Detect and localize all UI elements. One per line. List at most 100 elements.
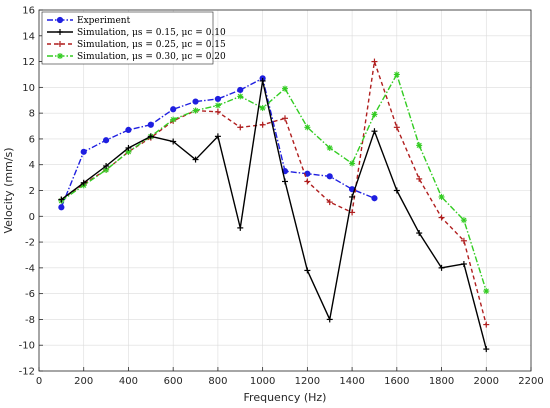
y-tick-label: 0 [29, 212, 35, 223]
data-point [326, 144, 333, 151]
data-point [125, 126, 132, 134]
y-tick-label: -8 [25, 315, 35, 326]
y-tick-label: -2 [25, 238, 35, 249]
data-point-stroke [103, 167, 109, 173]
data-point [282, 178, 288, 185]
y-tick-label: 2 [29, 186, 35, 197]
legend-entry: Simulation, μs = 0.25, μc = 0.15 [47, 40, 226, 50]
legend-entry: Experiment [47, 16, 131, 26]
x-tick-label: 0 [36, 376, 42, 387]
data-point-stroke [260, 105, 266, 111]
data-point-stroke [304, 124, 310, 130]
x-axis-label: Frequency (Hz) [244, 391, 327, 404]
y-tick-label: -10 [19, 341, 35, 352]
data-point [326, 173, 333, 180]
data-point-stroke [282, 86, 288, 92]
x-tick-label: 2200 [518, 376, 543, 387]
data-point [125, 144, 132, 151]
x-tick-label: 200 [74, 376, 93, 387]
data-point [349, 193, 356, 200]
data-point [393, 124, 400, 131]
data-point-stroke [237, 93, 243, 99]
data-point [282, 115, 288, 122]
data-point [237, 124, 244, 131]
legend: Experiment Simulation, μs = 0.15, μc = 0.… [41, 11, 226, 65]
data-point [304, 267, 311, 274]
data-point [438, 214, 445, 221]
data-point [326, 316, 333, 323]
data-point [214, 102, 221, 109]
x-tick-label: 1400 [339, 376, 364, 387]
series-layer [58, 58, 490, 353]
data-point [57, 53, 63, 59]
data-point-stroke [483, 288, 489, 294]
data-point [147, 121, 154, 128]
data-point [259, 77, 266, 84]
legend-label: Simulation, μs = 0.30, μc = 0.20 [77, 52, 226, 62]
x-tick-label: 1800 [429, 376, 454, 387]
series-line [60, 77, 375, 208]
data-point [416, 142, 423, 149]
data-point [349, 209, 356, 216]
data-point [170, 116, 177, 123]
data-point [192, 98, 199, 105]
data-point [170, 106, 177, 113]
data-point [416, 230, 423, 237]
data-point [80, 179, 87, 186]
tick-layer: 0 200 400 600 800 1000 1200 1400 1600 1800 2000 220… [19, 6, 544, 388]
data-point [460, 260, 467, 267]
data-point [214, 95, 222, 103]
y-tick-label: 14 [22, 31, 35, 42]
y-tick-label: 4 [29, 160, 35, 171]
data-point [192, 107, 199, 114]
data-point [57, 41, 63, 47]
data-point [214, 108, 221, 115]
data-point [58, 204, 65, 211]
data-point [103, 163, 110, 170]
data-point [393, 187, 400, 194]
data-point [304, 178, 311, 185]
legend-label: Simulation, μs = 0.15, μc = 0.10 [77, 28, 226, 38]
data-point [304, 124, 311, 131]
data-point [57, 29, 63, 35]
y-tick-label: 8 [29, 109, 35, 120]
data-point [416, 175, 423, 182]
data-point [460, 237, 467, 244]
y-axis-label: Velocity (mm/s) [2, 147, 15, 233]
y-tick-label: 16 [22, 6, 35, 17]
x-tick-label: 800 [208, 376, 227, 387]
data-point [483, 288, 490, 295]
x-tick-label: 600 [164, 376, 183, 387]
data-point [170, 138, 177, 145]
data-point-stroke [461, 217, 467, 223]
data-point [147, 133, 154, 140]
legend-entry: Simulation, μs = 0.30, μc = 0.20 [47, 52, 226, 62]
data-point [483, 321, 490, 328]
data-point [371, 111, 378, 118]
data-point [192, 156, 199, 163]
series-2 [58, 77, 490, 353]
y-tick-label: 10 [22, 83, 35, 94]
series-line [60, 80, 487, 350]
grid-layer [38, 9, 532, 372]
y-tick-label: -4 [25, 263, 35, 274]
data-point [237, 86, 244, 94]
data-point [237, 224, 244, 231]
data-point [371, 58, 378, 65]
data-point [371, 128, 378, 135]
data-point-stroke [215, 102, 221, 108]
x-tick-label: 1600 [384, 376, 409, 387]
data-point [214, 133, 221, 140]
data-point-stroke [349, 160, 355, 167]
data-point [483, 346, 490, 353]
data-point [80, 148, 87, 155]
legend-label: Experiment [77, 16, 131, 26]
data-point [371, 195, 378, 202]
y-tick-label: 6 [29, 134, 35, 145]
data-point-stroke [327, 145, 333, 151]
legend-entry: Simulation, μs = 0.15, μc = 0.10 [47, 28, 226, 38]
data-point [259, 104, 266, 111]
data-point-stroke [125, 149, 132, 155]
x-tick-label: 400 [119, 376, 138, 387]
